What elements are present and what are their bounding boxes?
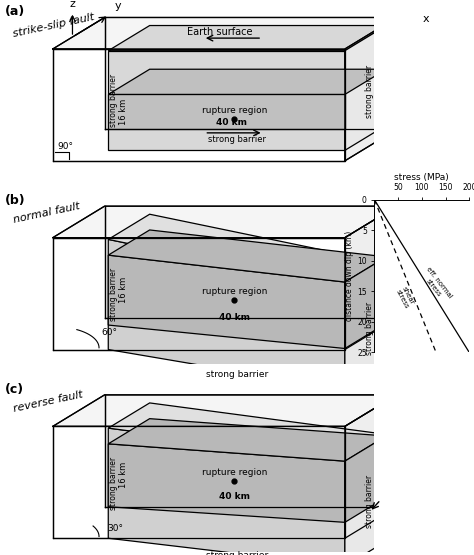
Polygon shape [108,214,386,289]
Polygon shape [108,255,345,349]
Polygon shape [108,428,345,555]
Text: 60°: 60° [101,329,117,337]
Polygon shape [53,18,397,49]
Polygon shape [345,206,397,350]
Text: rupture region: rupture region [201,468,267,477]
Text: 90°: 90° [58,142,73,151]
Text: 40 km: 40 km [219,313,250,322]
Text: strong barrier: strong barrier [365,64,374,118]
Polygon shape [345,435,386,555]
Polygon shape [108,403,386,460]
Text: (a): (a) [5,5,25,18]
Polygon shape [53,426,345,538]
Text: 16 km: 16 km [118,462,128,488]
Polygon shape [53,49,345,161]
Text: strong barrier: strong barrier [109,74,118,127]
Polygon shape [345,206,397,350]
Text: shear
stress: shear stress [395,285,416,310]
Polygon shape [108,94,345,129]
Text: strong barrier: strong barrier [365,475,374,528]
Text: eff. normal
stress: eff. normal stress [419,266,453,304]
Polygon shape [108,239,345,390]
Text: strong barrier: strong barrier [206,551,268,555]
Text: 40 km: 40 km [216,118,247,127]
Text: rupture region: rupture region [201,287,267,296]
Polygon shape [108,51,345,150]
Text: strong barrier: strong barrier [208,135,266,144]
Text: (b): (b) [5,194,26,207]
Polygon shape [108,444,345,522]
Polygon shape [53,18,397,49]
Text: strong barrier: strong barrier [109,268,118,321]
Polygon shape [108,69,386,94]
Text: reverse fault: reverse fault [12,390,84,414]
Text: x: x [422,14,429,24]
Title: stress (MPa): stress (MPa) [394,173,449,183]
Polygon shape [53,395,397,426]
Polygon shape [53,49,345,161]
Polygon shape [345,436,386,522]
Polygon shape [345,395,397,538]
Text: strike-slip fault: strike-slip fault [12,12,96,39]
Polygon shape [53,426,345,538]
Polygon shape [53,206,397,238]
Text: rupture region: rupture region [201,106,267,115]
Text: 30°: 30° [108,524,123,533]
Polygon shape [345,18,397,161]
Polygon shape [345,395,397,538]
Text: z: z [70,0,75,9]
Polygon shape [53,206,397,238]
Text: 16 km: 16 km [118,99,128,125]
Polygon shape [345,26,386,150]
Text: y: y [115,1,121,11]
Polygon shape [53,238,345,350]
Text: Earth surface: Earth surface [187,27,252,37]
Y-axis label: distance down dip (km): distance down dip (km) [346,231,355,321]
Text: strong barrier: strong barrier [109,457,118,509]
Text: 40 km: 40 km [219,492,250,501]
Polygon shape [53,395,397,426]
Text: strong barrier: strong barrier [365,301,374,355]
Text: strong barrier: strong barrier [206,370,268,380]
Polygon shape [345,257,386,349]
Polygon shape [53,238,345,350]
Text: normal fault: normal fault [12,201,81,225]
Text: 16 km: 16 km [118,277,128,303]
Polygon shape [108,230,386,282]
Polygon shape [108,26,386,51]
Polygon shape [345,263,386,390]
Polygon shape [108,418,386,461]
Polygon shape [345,18,397,161]
Text: (c): (c) [5,382,24,396]
